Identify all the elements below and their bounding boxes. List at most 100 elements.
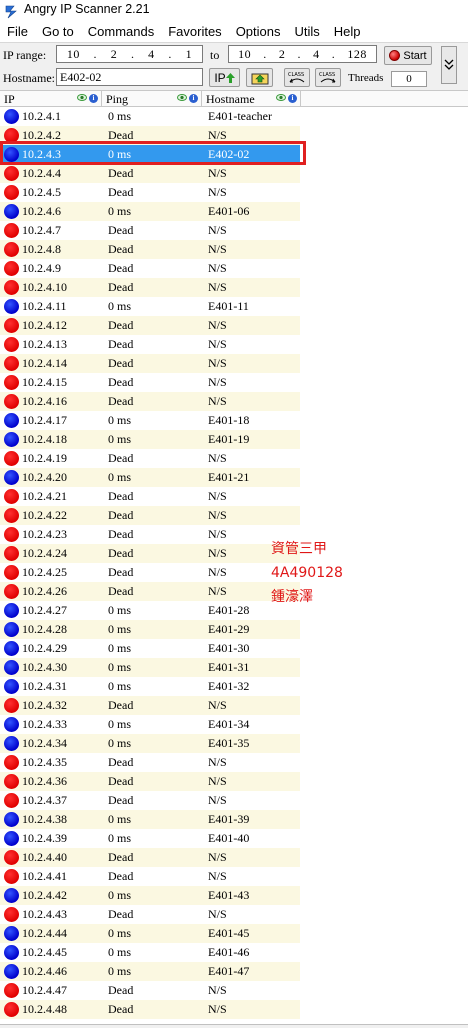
table-row[interactable]: 10.2.4.33 0 ms E401-34	[0, 715, 300, 734]
table-row[interactable]: 10.2.4.31 0 ms E401-32	[0, 677, 300, 696]
ping-cell: Dead	[108, 793, 134, 807]
table-row[interactable]: 10.2.4.27 0 ms E401-28	[0, 601, 300, 620]
column-header-hostname[interactable]: Hostname i	[202, 91, 301, 107]
alive-status-icon	[4, 945, 19, 960]
table-row[interactable]: 10.2.4.24 Dead N/S	[0, 544, 300, 563]
info-icon[interactable]: i	[288, 94, 297, 103]
table-row[interactable]: 10.2.4.26 Dead N/S	[0, 582, 300, 601]
table-row[interactable]: 10.2.4.16 Dead N/S	[0, 392, 300, 411]
table-row[interactable]: 10.2.4.37 Dead N/S	[0, 791, 300, 810]
menu-utils[interactable]: Utils	[294, 24, 320, 39]
hostname-cell: E401-34	[208, 717, 250, 731]
hostname-field[interactable]: E402-02	[56, 68, 203, 86]
alive-status-icon	[4, 641, 19, 656]
table-row[interactable]: 10.2.4.42 0 ms E401-43	[0, 886, 300, 905]
table-row[interactable]: 10.2.4.39 0 ms E401-40	[0, 829, 300, 848]
table-row[interactable]: 10.2.4.44 0 ms E401-45	[0, 924, 300, 943]
table-row[interactable]: 10.2.4.1 0 ms E401-teacher	[0, 107, 300, 126]
ping-cell: 0 ms	[108, 945, 132, 959]
table-row[interactable]: 10.2.4.5 Dead N/S	[0, 183, 300, 202]
table-row[interactable]: 10.2.4.25 Dead N/S	[0, 563, 300, 582]
table-row[interactable]: 10.2.4.23 Dead N/S	[0, 525, 300, 544]
ip-cell: 10.2.4.22	[22, 508, 67, 522]
octet-separator: .	[297, 47, 301, 61]
table-row[interactable]: 10.2.4.13 Dead N/S	[0, 335, 300, 354]
table-row[interactable]: 10.2.4.18 0 ms E401-19	[0, 430, 300, 449]
table-row[interactable]: 10.2.4.29 0 ms E401-30	[0, 639, 300, 658]
table-row[interactable]: 10.2.4.10 Dead N/S	[0, 278, 300, 297]
class-c-prev-button[interactable]: CLASS	[284, 68, 310, 87]
table-row[interactable]: 10.2.4.6 0 ms E401-06	[0, 202, 300, 221]
table-row[interactable]: 10.2.4.9 Dead N/S	[0, 259, 300, 278]
table-row[interactable]: 10.2.4.47 Dead N/S	[0, 981, 300, 1000]
ping-cell: Dead	[108, 356, 134, 370]
table-row[interactable]: 10.2.4.19 Dead N/S	[0, 449, 300, 468]
table-row[interactable]: 10.2.4.3 0 ms E402-02	[0, 145, 300, 164]
ip-lookup-button[interactable]: IP	[209, 68, 240, 87]
menu-file[interactable]: File	[7, 24, 28, 39]
ip-start-octet-2: 2	[110, 47, 118, 61]
eye-icon[interactable]	[77, 94, 87, 101]
table-row[interactable]: 10.2.4.8 Dead N/S	[0, 240, 300, 259]
ip-end-octet-3: 4	[313, 47, 320, 61]
table-row[interactable]: 10.2.4.40 Dead N/S	[0, 848, 300, 867]
table-row[interactable]: 10.2.4.15 Dead N/S	[0, 373, 300, 392]
column-header-ip[interactable]: IP i	[0, 91, 102, 107]
table-row[interactable]: 10.2.4.4 Dead N/S	[0, 164, 300, 183]
table-row[interactable]: 10.2.4.46 0 ms E401-47	[0, 962, 300, 981]
menu-go-to[interactable]: Go to	[41, 24, 74, 39]
table-row[interactable]: 10.2.4.30 0 ms E401-31	[0, 658, 300, 677]
column-label-ip: IP	[4, 92, 15, 106]
alive-status-icon	[4, 603, 19, 618]
table-row[interactable]: 10.2.4.21 Dead N/S	[0, 487, 300, 506]
table-row[interactable]: 10.2.4.48 Dead N/S	[0, 1000, 300, 1019]
table-row[interactable]: 10.2.4.2 Dead N/S	[0, 126, 300, 145]
dead-status-icon	[4, 584, 19, 599]
table-row[interactable]: 10.2.4.35 Dead N/S	[0, 753, 300, 772]
table-row[interactable]: 10.2.4.20 0 ms E401-21	[0, 468, 300, 487]
table-row[interactable]: 10.2.4.11 0 ms E401-11	[0, 297, 300, 316]
ping-cell: 0 ms	[108, 432, 132, 446]
column-header-ping[interactable]: Ping i	[102, 91, 202, 107]
table-row[interactable]: 10.2.4.41 Dead N/S	[0, 867, 300, 886]
dead-status-icon	[4, 565, 19, 580]
start-button[interactable]: Start	[384, 46, 432, 65]
menu-options[interactable]: Options	[235, 24, 281, 39]
dead-status-icon	[4, 774, 19, 789]
eye-icon[interactable]	[177, 94, 187, 101]
ip-cell: 10.2.4.3	[22, 147, 61, 161]
table-row[interactable]: 10.2.4.14 Dead N/S	[0, 354, 300, 373]
hostname-cell: E401-30	[208, 641, 250, 655]
table-row[interactable]: 10.2.4.36 Dead N/S	[0, 772, 300, 791]
menu-favorites[interactable]: Favorites	[168, 24, 222, 39]
table-row[interactable]: 10.2.4.43 Dead N/S	[0, 905, 300, 924]
table-row[interactable]: 10.2.4.45 0 ms E401-46	[0, 943, 300, 962]
menu-help[interactable]: Help	[333, 24, 361, 39]
eye-icon[interactable]	[276, 94, 286, 101]
table-row[interactable]: 10.2.4.34 0 ms E401-35	[0, 734, 300, 753]
table-row[interactable]: 10.2.4.7 Dead N/S	[0, 221, 300, 240]
table-row[interactable]: 10.2.4.28 0 ms E401-29	[0, 620, 300, 639]
ping-cell: 0 ms	[108, 926, 132, 940]
hostname-cell: E401-29	[208, 622, 250, 636]
dead-status-icon	[4, 755, 19, 770]
table-row[interactable]: 10.2.4.22 Dead N/S	[0, 506, 300, 525]
table-row[interactable]: 10.2.4.12 Dead N/S	[0, 316, 300, 335]
ip-end-octet-4: 128	[347, 47, 367, 61]
ip-range-end-field[interactable]: 10. 2. 4. 128	[228, 45, 377, 63]
table-row[interactable]: 10.2.4.38 0 ms E401-39	[0, 810, 300, 829]
hostname-cell: N/S	[208, 983, 227, 997]
expand-toolbar-button[interactable]	[441, 46, 457, 84]
dead-status-icon	[4, 394, 19, 409]
ip-cell: 10.2.4.30	[22, 660, 67, 674]
favorites-button[interactable]	[246, 68, 273, 87]
ip-range-start-field[interactable]: 10. 2. 4. 1	[56, 45, 203, 63]
ping-cell: Dead	[108, 451, 134, 465]
table-row[interactable]: 10.2.4.17 0 ms E401-18	[0, 411, 300, 430]
info-icon[interactable]: i	[89, 94, 98, 103]
ping-cell: 0 ms	[108, 147, 132, 161]
menu-commands[interactable]: Commands	[87, 24, 155, 39]
class-c-next-button[interactable]: CLASS	[315, 68, 341, 87]
table-row[interactable]: 10.2.4.32 Dead N/S	[0, 696, 300, 715]
info-icon[interactable]: i	[189, 94, 198, 103]
